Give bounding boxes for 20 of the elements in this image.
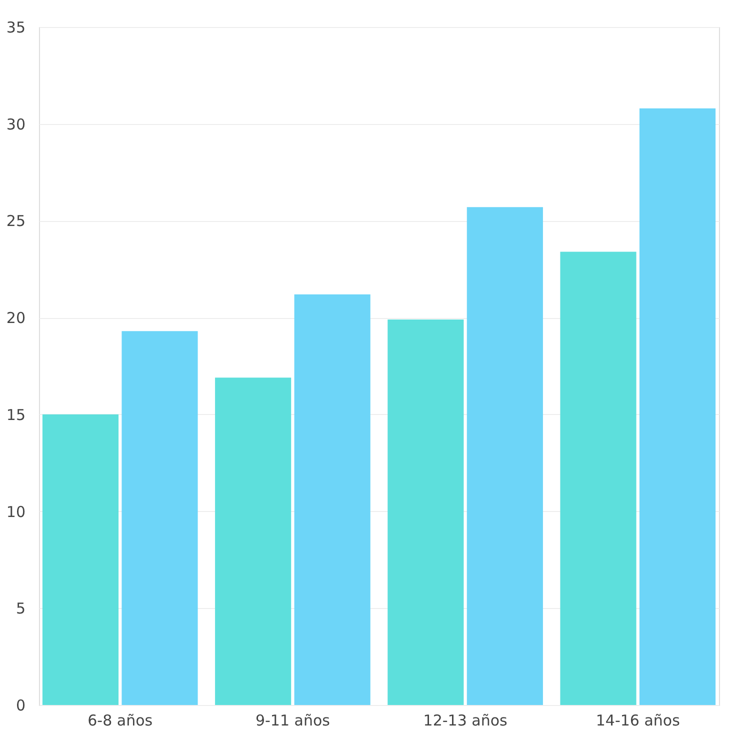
x-tick-label: 9-11 años <box>255 712 330 730</box>
x-tick-label: 12-13 años <box>423 712 508 730</box>
y-tick-label: 10 <box>6 502 26 521</box>
bar <box>560 252 636 705</box>
x-tick-label: 14-16 años <box>596 712 680 730</box>
bar <box>388 320 464 705</box>
bar <box>294 294 370 705</box>
y-tick-label: 25 <box>6 212 26 230</box>
bar <box>215 378 292 705</box>
bar <box>122 331 198 705</box>
y-tick-label: 20 <box>6 309 26 328</box>
bar <box>42 414 119 705</box>
y-tick-label: 0 <box>16 696 26 714</box>
bar <box>466 207 543 705</box>
bar <box>639 108 716 705</box>
y-tick-label: 30 <box>6 115 26 134</box>
y-tick-label: 5 <box>16 600 26 618</box>
x-tick-label: 6-8 años <box>88 712 153 730</box>
y-tick-label: 15 <box>6 406 26 424</box>
y-tick-label: 35 <box>6 18 26 36</box>
